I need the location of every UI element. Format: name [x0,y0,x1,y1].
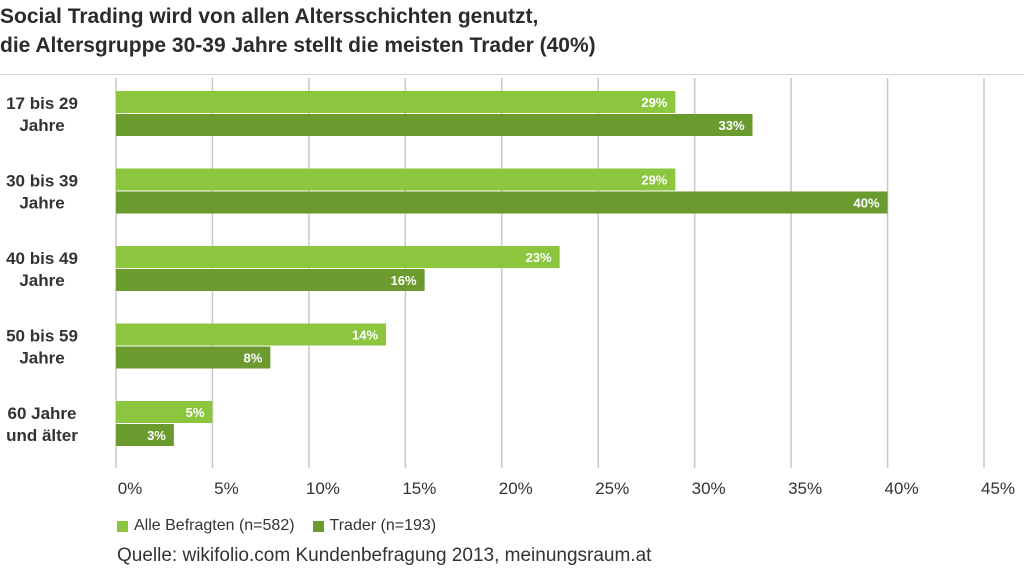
bar-label-trader-3: 16% [391,273,417,288]
category-label-line: 30 bis 39 [6,172,78,191]
category-label-line: Jahre [19,194,64,213]
legend: Alle Befragten (n=582) Trader (n=193) [117,517,454,535]
chart-title-line-2: die Altersgruppe 30-39 Jahre stellt die … [0,34,596,57]
category-label-3: 40 bis 49 Jahre [6,249,78,290]
bar-all-respondents-2 [116,168,676,191]
bar-trader-2 [116,191,888,214]
bar-layer [116,91,888,446]
category-label-line: Jahre [19,349,64,368]
x-tick-label-10: 10% [306,479,340,498]
chart-title: Social Trading wird von allen Altersschi… [0,2,1000,60]
legend-label-trader: Trader (n=193) [329,517,437,534]
bar-label-all-respondents-4: 14% [352,328,378,343]
x-tick-label-25: 25% [595,479,629,498]
category-label-line: 40 bis 49 [6,249,78,268]
x-tick-label-30: 30% [692,479,726,498]
bar-trader-4 [116,346,271,369]
category-label-line: 17 bis 29 [6,94,78,113]
legend-item-trader: Trader (n=193) [312,517,437,535]
bar-label-trader-1: 33% [719,118,745,133]
bar-all-respondents-3 [116,246,560,268]
category-label-line: und älter [6,426,78,445]
category-label-5: 60 Jahre und älter [6,404,78,445]
bar-all-respondents-1 [116,91,676,113]
x-tick-label-45: 45% [981,479,1015,498]
bar-chart: 0% 5% 10% 15% 20% 25% 30% 35% 40% 45% 17 bis 29 Jah… [6,78,1015,498]
category-label-line: 50 bis 59 [6,327,78,346]
legend-item-all-respondents: Alle Befragten (n=582) [117,517,295,535]
source-note: Quelle: wikifolio.com Kundenbefragung 20… [117,545,652,566]
x-tick-label-40: 40% [885,479,919,498]
bar-trader-3 [116,269,425,291]
bar-label-trader-4: 8% [244,351,263,366]
bar-label-trader-2: 40% [854,196,880,211]
x-tick-label-35: 35% [788,479,822,498]
chart-title-line-1: Social Trading wird von allen Altersschi… [0,5,539,28]
bar-label-trader-5: 3% [147,428,166,443]
legend-label-all-respondents: Alle Befragten (n=582) [134,517,295,534]
bar-label-all-respondents-1: 29% [641,95,667,110]
category-label-2: 30 bis 39 Jahre [6,172,78,213]
category-label-line: Jahre [19,116,64,135]
x-tick-label-15: 15% [402,479,436,498]
legend-swatch-trader [312,520,324,532]
bar-trader-1 [116,114,753,136]
legend-swatch-all-respondents [117,520,128,532]
category-label-line: Jahre [19,271,64,290]
x-tick-label-5: 5% [214,479,239,498]
bar-trader-5 [116,424,174,446]
bar-all-respondents-4 [116,323,387,346]
bar-label-all-respondents-2: 29% [641,173,667,188]
x-tick-label-20: 20% [499,479,533,498]
bar-label-all-respondents-3: 23% [526,250,552,265]
category-label-4: 50 bis 59 Jahre [6,327,78,368]
bar-label-all-respondents-5: 5% [186,405,205,420]
category-label-line: 60 Jahre [8,404,77,423]
label-layer: 0% 5% 10% 15% 20% 25% 30% 35% 40% 45% 17 bis 29 Jah… [6,94,1015,498]
category-label-1: 17 bis 29 Jahre [6,94,78,135]
x-tick-label-0: 0% [118,479,143,498]
title-divider [0,74,1024,75]
bar-all-respondents-5 [116,401,213,423]
